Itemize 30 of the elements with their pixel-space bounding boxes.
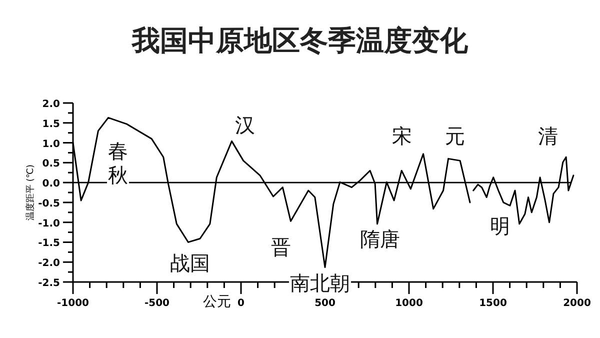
annotation: 战国 bbox=[170, 251, 210, 275]
annotation: 春秋 bbox=[108, 139, 128, 187]
y-tick-label: 0.5 bbox=[42, 158, 60, 170]
annotation: 宋 bbox=[392, 124, 412, 148]
x-tick-label: 0 bbox=[238, 298, 245, 309]
y-tick-label: -2.5 bbox=[38, 278, 60, 289]
annotation: 汉 bbox=[235, 113, 255, 137]
y-tick-label: 2.0 bbox=[42, 99, 60, 110]
annotation: 隋唐 bbox=[360, 227, 400, 251]
annotation: 南北朝 bbox=[290, 271, 350, 295]
x-axis-title: 公元 bbox=[203, 294, 231, 310]
y-tick-label: 1.0 bbox=[42, 138, 60, 150]
annotation: 清 bbox=[538, 124, 558, 148]
annotation: 元 bbox=[445, 124, 465, 148]
x-tick-label: 1000 bbox=[395, 298, 423, 309]
y-axis-title: 温度距平 (℃) bbox=[25, 164, 36, 220]
x-tick-label: -1000 bbox=[57, 298, 90, 309]
chart-title: 我国中原地区冬季温度变化 bbox=[131, 24, 469, 57]
y-tick-label: 0.0 bbox=[42, 178, 60, 190]
y-tick-label: -2.0 bbox=[38, 258, 60, 270]
x-tick-label: 500 bbox=[314, 298, 336, 309]
y-tick-label: -1.0 bbox=[38, 218, 60, 230]
y-tick-label: -1.5 bbox=[38, 238, 60, 250]
y-tick-label: -0.5 bbox=[38, 198, 60, 210]
y-tick-label: 1.5 bbox=[42, 118, 60, 130]
annotation: 晋 bbox=[271, 235, 291, 259]
x-tick-label: 2000 bbox=[563, 298, 591, 309]
x-tick-label: 1500 bbox=[479, 298, 507, 309]
annotation: 明 bbox=[490, 214, 510, 238]
x-tick-label: -500 bbox=[144, 298, 170, 309]
